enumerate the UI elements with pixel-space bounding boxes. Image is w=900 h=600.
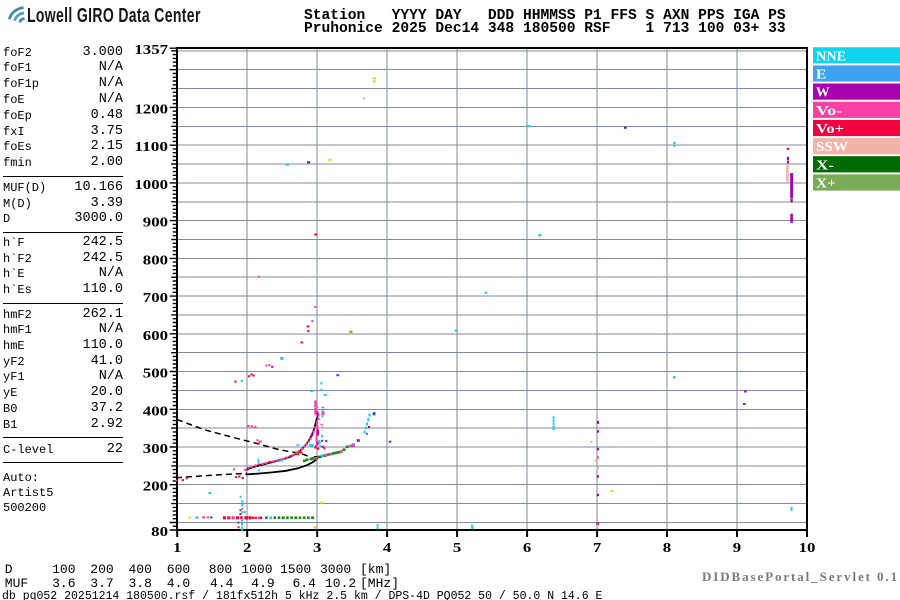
svg-text:500: 500 (143, 367, 168, 382)
svg-text:80: 80 (151, 525, 168, 540)
svg-text:1100: 1100 (134, 140, 168, 155)
svg-text:X+: X+ (816, 176, 836, 191)
svg-text:NNE: NNE (816, 48, 846, 63)
svg-text:200: 200 (143, 480, 168, 495)
svg-text:2: 2 (243, 541, 251, 556)
svg-text:1000: 1000 (134, 178, 168, 193)
svg-text:6: 6 (523, 541, 531, 556)
svg-text:1200: 1200 (134, 102, 168, 117)
svg-text:700: 700 (143, 291, 168, 306)
svg-text:10: 10 (799, 541, 816, 556)
svg-text:SSW: SSW (816, 139, 849, 154)
svg-text:W: W (816, 85, 830, 100)
svg-text:5: 5 (453, 541, 461, 556)
svg-text:900: 900 (143, 216, 168, 231)
svg-text:4: 4 (383, 541, 391, 556)
svg-text:600: 600 (143, 329, 168, 344)
svg-text:7: 7 (593, 541, 601, 556)
svg-text:E: E (816, 67, 827, 82)
svg-text:3: 3 (313, 541, 321, 556)
svg-text:1: 1 (173, 541, 181, 556)
svg-text:1357: 1357 (134, 43, 168, 58)
svg-text:Vo-: Vo- (816, 103, 842, 118)
svg-text:Vo+: Vo+ (816, 121, 844, 136)
svg-text:9: 9 (733, 541, 741, 556)
svg-text:8: 8 (663, 541, 671, 556)
svg-text:400: 400 (143, 404, 168, 419)
svg-text:X-: X- (816, 157, 834, 172)
svg-text:300: 300 (143, 442, 168, 457)
svg-text:800: 800 (143, 253, 168, 268)
